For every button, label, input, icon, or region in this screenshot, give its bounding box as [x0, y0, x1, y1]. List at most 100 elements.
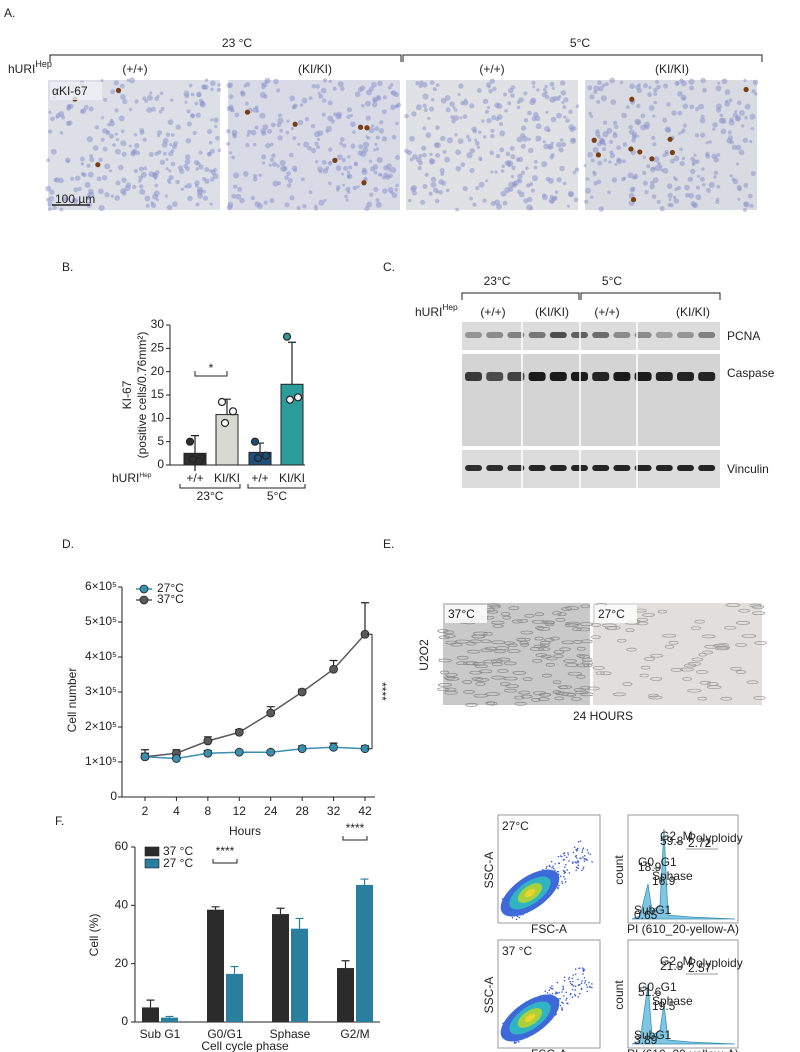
nucleus: [375, 198, 380, 203]
marker: [203, 736, 213, 746]
event: [568, 976, 571, 979]
nucleus: [682, 103, 689, 110]
nucleus: [415, 81, 420, 86]
nucleus: [372, 98, 377, 103]
bracket: [49, 54, 402, 62]
y-tick-label: 1×10⁵: [85, 754, 117, 768]
event: [554, 993, 557, 995]
event: [591, 861, 593, 863]
event: [591, 986, 593, 989]
cell: [753, 696, 766, 700]
cell: [564, 663, 579, 667]
cell: [735, 670, 747, 674]
event: [583, 976, 586, 979]
nucleus: [669, 158, 675, 164]
nucleus: [484, 109, 489, 114]
y-tick-label: 30: [151, 317, 165, 331]
event: [568, 978, 570, 980]
cell: [478, 669, 493, 674]
nucleus: [501, 164, 505, 169]
nucleus: [656, 199, 661, 204]
nucleus: [517, 156, 523, 163]
band: [465, 465, 482, 471]
band: [677, 465, 694, 471]
nucleus: [250, 129, 257, 136]
cell: [444, 690, 458, 695]
nucleus: [373, 170, 378, 175]
nucleus: [232, 184, 238, 189]
nucleus: [677, 110, 683, 116]
nucleus: [423, 107, 428, 113]
nucleus: [737, 197, 741, 201]
nucleus: [430, 176, 437, 183]
cell: [576, 646, 586, 651]
nucleus: [206, 151, 212, 157]
nucleus: [375, 135, 380, 140]
cell: [538, 697, 550, 702]
nucleus: [303, 141, 310, 148]
cell: [531, 619, 547, 624]
stained-nucleus: [358, 124, 364, 130]
event: [515, 1041, 517, 1044]
nucleus: [705, 141, 709, 145]
nucleus: [466, 134, 470, 139]
nucleus: [481, 119, 485, 123]
nucleus: [646, 164, 651, 169]
nucleus: [210, 118, 214, 122]
band: [507, 332, 525, 338]
cell: [463, 690, 476, 694]
event: [564, 881, 567, 883]
cell: [754, 641, 767, 645]
nucleus: [322, 168, 329, 174]
nucleus: [279, 159, 286, 166]
cell: [642, 613, 655, 617]
nucleus: [195, 202, 200, 207]
cell: [487, 603, 501, 608]
nucleus: [695, 159, 700, 164]
cell: [532, 658, 543, 663]
nucleus: [175, 179, 180, 185]
nucleus: [743, 78, 747, 83]
cell: [545, 662, 556, 667]
nucleus: [165, 167, 169, 171]
cell: [694, 619, 705, 624]
nucleus: [651, 194, 657, 199]
nucleus: [175, 124, 181, 130]
y-tick-label: 40: [115, 898, 129, 912]
nucleus: [430, 158, 436, 165]
event: [582, 868, 584, 870]
event: [554, 863, 556, 865]
nucleus: [320, 87, 327, 94]
nucleus: [518, 97, 524, 103]
nucleus: [406, 150, 412, 156]
nucleus: [659, 205, 665, 212]
nucleus: [226, 204, 233, 211]
nucleus: [592, 147, 599, 154]
nucleus: [621, 177, 626, 182]
stained-nucleus: [115, 87, 122, 93]
event: [569, 980, 571, 983]
nucleus: [259, 112, 266, 119]
bar: [215, 414, 239, 466]
band: [655, 372, 673, 381]
nucleus: [323, 198, 327, 202]
cell: [512, 671, 527, 675]
cell: [497, 657, 511, 662]
nucleus: [489, 78, 496, 84]
event: [562, 985, 564, 988]
nucleus: [354, 91, 361, 98]
nucleus: [88, 106, 94, 112]
nucleus: [132, 148, 137, 153]
nucleus: [507, 101, 512, 106]
genotype: (KI/KI): [535, 305, 569, 319]
event: [566, 997, 568, 1000]
event: [572, 974, 574, 976]
nucleus: [559, 80, 566, 86]
cell: [635, 621, 649, 626]
nucleus: [336, 111, 343, 118]
band: [507, 372, 525, 381]
nucleus: [652, 177, 659, 183]
band: [528, 332, 546, 338]
band: [486, 332, 504, 338]
nucleus: [516, 105, 521, 110]
